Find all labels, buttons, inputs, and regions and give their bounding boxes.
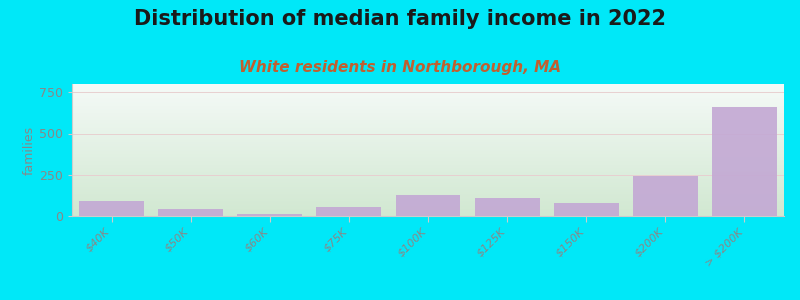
Text: Distribution of median family income in 2022: Distribution of median family income in …	[134, 9, 666, 29]
Y-axis label: families: families	[23, 125, 36, 175]
Bar	[633, 176, 698, 216]
Text: White residents in Northborough, MA: White residents in Northborough, MA	[239, 60, 561, 75]
Bar	[79, 201, 144, 216]
Bar	[395, 194, 461, 216]
Bar	[554, 203, 618, 216]
Bar	[238, 214, 302, 216]
Bar	[317, 207, 382, 216]
Bar	[712, 107, 777, 216]
Bar	[158, 209, 223, 216]
Bar	[474, 198, 539, 216]
